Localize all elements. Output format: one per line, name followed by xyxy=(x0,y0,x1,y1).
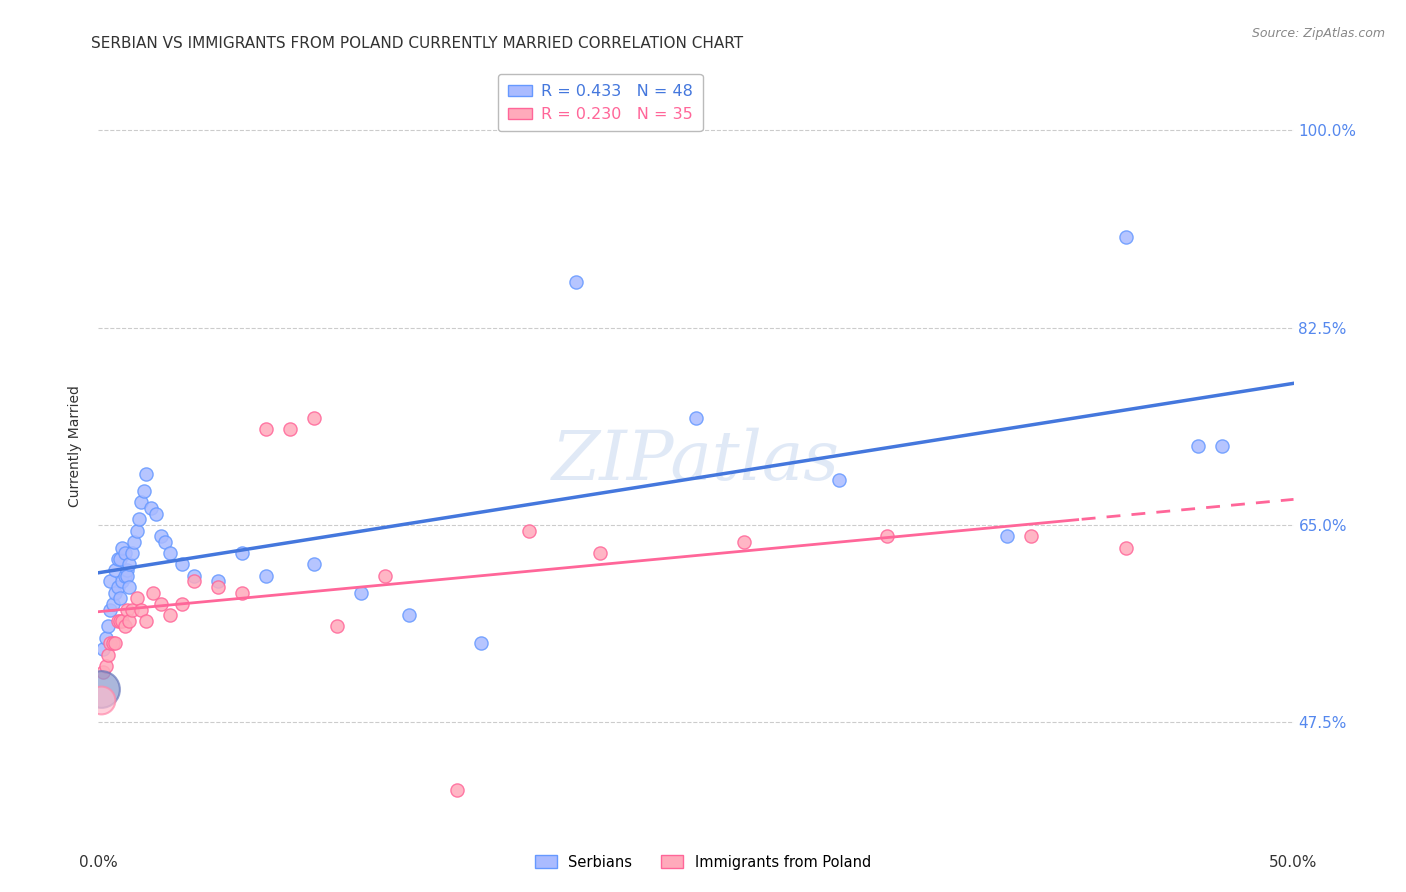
Point xyxy=(1115,230,1137,244)
Point xyxy=(104,585,127,599)
Point xyxy=(135,614,157,628)
Point xyxy=(254,568,277,582)
Point xyxy=(118,580,141,594)
Point xyxy=(90,693,112,707)
Point xyxy=(254,422,277,436)
Point xyxy=(446,783,468,797)
Point xyxy=(108,614,131,628)
Text: SERBIAN VS IMMIGRANTS FROM POLAND CURRENTLY MARRIED CORRELATION CHART: SERBIAN VS IMMIGRANTS FROM POLAND CURREN… xyxy=(91,36,744,51)
Point xyxy=(995,529,1018,543)
Point xyxy=(149,529,172,543)
Point xyxy=(172,558,194,572)
Point xyxy=(111,541,134,555)
Point xyxy=(124,534,146,549)
Point xyxy=(1115,541,1137,555)
Point xyxy=(98,574,122,589)
Point xyxy=(97,648,120,662)
Point xyxy=(114,546,136,560)
Point xyxy=(107,614,129,628)
Y-axis label: Currently Married: Currently Married xyxy=(69,385,83,507)
Point xyxy=(159,546,181,560)
Point xyxy=(183,574,205,589)
Point xyxy=(118,614,141,628)
Point xyxy=(114,568,136,582)
Point xyxy=(125,524,148,538)
Point xyxy=(91,665,114,679)
Point xyxy=(145,507,167,521)
Point xyxy=(101,636,124,650)
Point xyxy=(121,546,143,560)
Point xyxy=(155,534,177,549)
Point xyxy=(115,568,138,582)
Point xyxy=(231,585,253,599)
Point xyxy=(470,636,492,650)
Point xyxy=(135,467,157,482)
Point xyxy=(589,546,612,560)
Point xyxy=(98,602,122,616)
Point xyxy=(94,631,117,645)
Point xyxy=(125,591,148,606)
Point xyxy=(111,614,134,628)
Point xyxy=(565,276,588,290)
Point xyxy=(1019,529,1042,543)
Point xyxy=(108,591,131,606)
Point xyxy=(207,574,229,589)
Text: Source: ZipAtlas.com: Source: ZipAtlas.com xyxy=(1251,27,1385,40)
Point xyxy=(91,642,114,657)
Point xyxy=(207,580,229,594)
Point xyxy=(326,619,349,633)
Point xyxy=(118,558,141,572)
Point xyxy=(108,551,131,566)
Legend: Serbians, Immigrants from Poland: Serbians, Immigrants from Poland xyxy=(529,849,877,876)
Point xyxy=(131,602,153,616)
Point xyxy=(1187,439,1209,453)
Point xyxy=(101,597,124,611)
Point xyxy=(142,585,165,599)
Point xyxy=(302,410,325,425)
Point xyxy=(128,512,150,526)
Point xyxy=(132,484,155,499)
Point xyxy=(104,563,127,577)
Point xyxy=(94,659,117,673)
Point xyxy=(517,524,540,538)
Point xyxy=(111,574,134,589)
Point xyxy=(121,602,143,616)
Point xyxy=(131,495,153,509)
Point xyxy=(231,546,253,560)
Point xyxy=(115,563,138,577)
Point xyxy=(1211,439,1233,453)
Point xyxy=(90,681,112,696)
Legend: R = 0.433   N = 48, R = 0.230   N = 35: R = 0.433 N = 48, R = 0.230 N = 35 xyxy=(498,74,703,131)
Point xyxy=(159,608,181,623)
Point xyxy=(183,568,205,582)
Point xyxy=(876,529,898,543)
Point xyxy=(302,558,325,572)
Point xyxy=(374,568,396,582)
Point xyxy=(115,602,138,616)
Point xyxy=(172,597,194,611)
Point xyxy=(733,534,755,549)
Point xyxy=(114,619,136,633)
Point xyxy=(104,636,127,650)
Point xyxy=(107,551,129,566)
Point xyxy=(828,473,851,487)
Point xyxy=(398,608,420,623)
Point xyxy=(350,585,373,599)
Point xyxy=(98,636,122,650)
Text: ZIPatlas: ZIPatlas xyxy=(553,428,839,495)
Text: 0.0%: 0.0% xyxy=(79,855,118,870)
Point xyxy=(149,597,172,611)
Point xyxy=(685,410,707,425)
Text: 50.0%: 50.0% xyxy=(1270,855,1317,870)
Point xyxy=(139,501,162,516)
Point xyxy=(278,422,301,436)
Point xyxy=(97,619,120,633)
Point xyxy=(107,580,129,594)
